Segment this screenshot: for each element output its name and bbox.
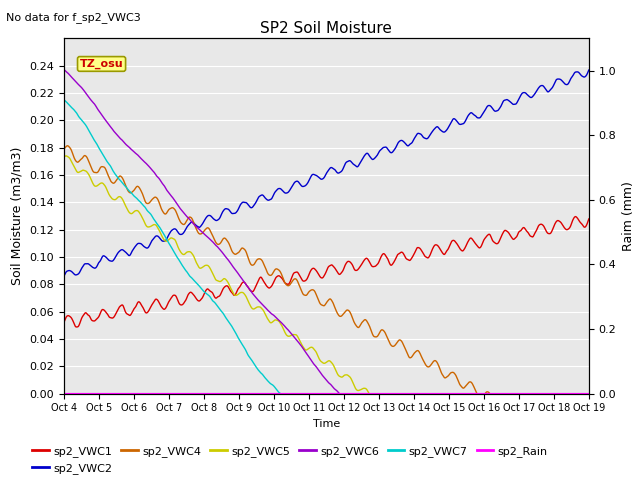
sp2_VWC4	[582, 457, 589, 463]
sp2_VWC2	[283, 190, 291, 196]
sp2_VWC6	[100, 116, 108, 122]
sp2_VWC4	[585, 455, 593, 460]
Line: sp2_VWC6: sp2_VWC6	[64, 70, 589, 480]
Title: SP2 Soil Moisture: SP2 Soil Moisture	[260, 21, 392, 36]
sp2_VWC6	[359, 414, 367, 420]
sp2_VWC5	[62, 153, 70, 159]
sp2_Rain	[283, 391, 291, 396]
sp2_VWC7	[294, 413, 301, 419]
sp2_VWC1	[60, 319, 68, 325]
sp2_VWC7	[100, 155, 108, 161]
sp2_VWC6	[283, 325, 291, 331]
sp2_Rain	[303, 391, 311, 396]
Line: sp2_VWC2: sp2_VWC2	[64, 70, 589, 276]
sp2_VWC6	[294, 338, 301, 344]
Line: sp2_VWC7: sp2_VWC7	[64, 100, 589, 480]
Line: sp2_VWC4: sp2_VWC4	[64, 146, 589, 460]
sp2_VWC1	[101, 308, 109, 314]
sp2_VWC7	[303, 429, 311, 434]
sp2_VWC1	[572, 214, 579, 219]
sp2_VWC4	[294, 279, 301, 285]
Legend: sp2_VWC1, sp2_VWC2, sp2_VWC4, sp2_VWC5, sp2_VWC6, sp2_VWC7, sp2_Rain: sp2_VWC1, sp2_VWC2, sp2_VWC4, sp2_VWC5, …	[28, 442, 552, 478]
sp2_VWC5	[122, 204, 130, 210]
sp2_VWC1	[359, 259, 367, 265]
sp2_Rain	[122, 391, 130, 396]
sp2_VWC2	[294, 179, 301, 184]
sp2_VWC4	[359, 319, 367, 324]
sp2_VWC6	[122, 142, 130, 147]
Y-axis label: Raim (mm): Raim (mm)	[622, 181, 635, 251]
sp2_VWC6	[303, 351, 311, 357]
sp2_VWC4	[60, 146, 68, 152]
sp2_VWC2	[359, 156, 367, 161]
sp2_VWC4	[63, 143, 71, 149]
sp2_VWC5	[303, 347, 311, 352]
Text: TZ_osu: TZ_osu	[80, 59, 124, 69]
sp2_VWC6	[60, 67, 68, 72]
sp2_VWC2	[122, 250, 130, 255]
Text: No data for f_sp2_VWC3: No data for f_sp2_VWC3	[6, 12, 141, 23]
sp2_VWC7	[122, 184, 130, 190]
X-axis label: Time: Time	[313, 419, 340, 429]
sp2_Rain	[60, 391, 68, 396]
sp2_VWC2	[100, 253, 108, 259]
sp2_VWC5	[60, 154, 68, 160]
sp2_Rain	[585, 391, 593, 396]
Line: sp2_VWC5: sp2_VWC5	[64, 156, 589, 480]
Y-axis label: Soil Moisture (m3/m3): Soil Moisture (m3/m3)	[11, 147, 24, 285]
sp2_VWC1	[283, 281, 291, 287]
sp2_VWC5	[294, 334, 301, 340]
sp2_VWC5	[101, 183, 109, 189]
sp2_VWC2	[585, 67, 593, 73]
sp2_VWC1	[585, 216, 593, 222]
sp2_VWC2	[303, 181, 311, 187]
sp2_VWC4	[122, 184, 130, 190]
sp2_VWC5	[359, 385, 367, 391]
sp2_VWC7	[60, 97, 68, 103]
sp2_VWC2	[60, 273, 68, 279]
sp2_Rain	[294, 391, 301, 396]
sp2_VWC1	[303, 276, 311, 281]
sp2_VWC1	[294, 270, 301, 276]
sp2_VWC5	[283, 333, 291, 338]
sp2_VWC7	[283, 397, 291, 403]
sp2_VWC4	[101, 165, 109, 171]
sp2_Rain	[100, 391, 108, 396]
sp2_VWC4	[303, 291, 311, 297]
Line: sp2_VWC1: sp2_VWC1	[64, 216, 589, 327]
sp2_VWC1	[122, 311, 130, 316]
sp2_Rain	[359, 391, 367, 396]
sp2_VWC1	[73, 324, 81, 330]
sp2_VWC4	[283, 282, 291, 288]
